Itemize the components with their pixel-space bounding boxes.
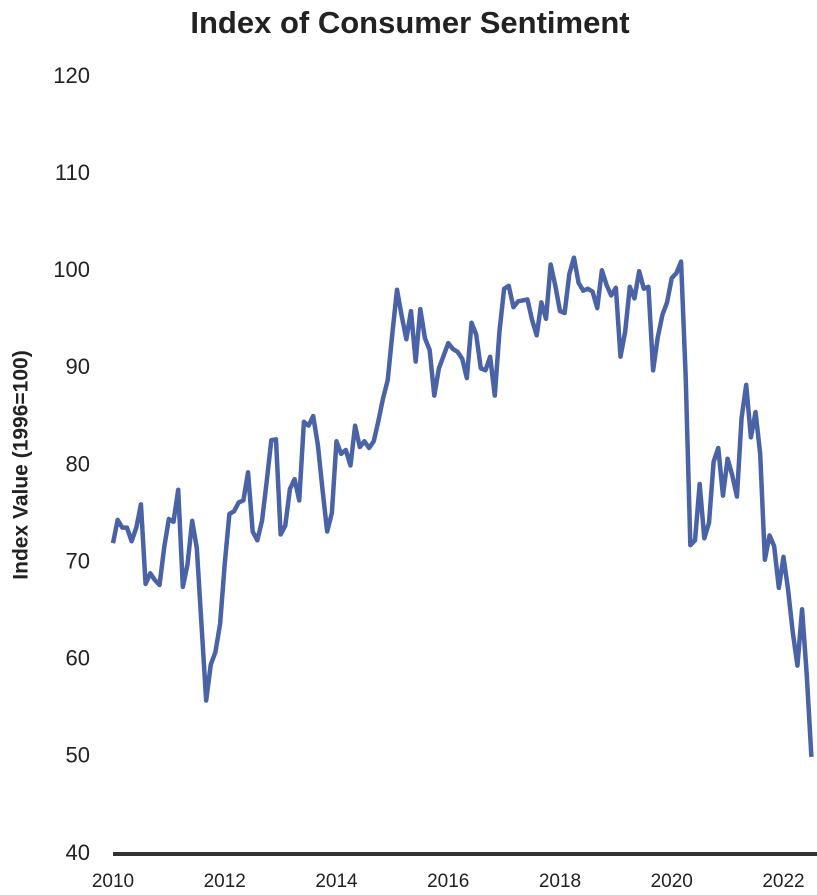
- y-tick-label: 60: [66, 646, 90, 671]
- y-tick-label: 90: [66, 354, 90, 379]
- x-tick-label: 2010: [92, 871, 134, 892]
- y-tick-label: 50: [66, 743, 90, 768]
- chart-title: Index of Consumer Sentiment: [190, 5, 629, 40]
- x-tick-label: 2020: [651, 871, 693, 892]
- y-tick-label: 70: [66, 548, 90, 573]
- x-tick-label: 2012: [204, 871, 246, 892]
- y-tick-label: 100: [53, 257, 90, 282]
- y-tick-label: 110: [55, 160, 90, 185]
- y-tick-label: 80: [66, 451, 90, 476]
- series-line: [110, 255, 814, 758]
- y-axis-label: Index Value (1996=100): [10, 350, 33, 579]
- y-tick-label: 40: [66, 840, 90, 865]
- x-tick-label: 2014: [315, 871, 358, 892]
- x-tick-label: 2018: [539, 871, 581, 892]
- x-tick-label: 2022: [762, 871, 804, 892]
- x-tick-label: 2016: [427, 871, 469, 892]
- y-tick-label: 120: [53, 63, 90, 88]
